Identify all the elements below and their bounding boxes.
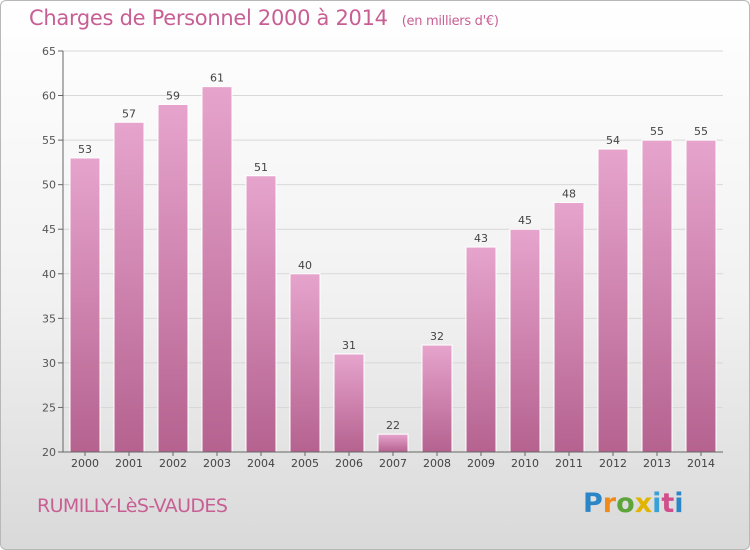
title-text: Charges de Personnel 2000 à 2014 xyxy=(29,6,388,30)
data-label: 43 xyxy=(474,232,488,245)
data-label: 61 xyxy=(210,72,224,85)
y-tick-label: 35 xyxy=(42,312,56,325)
bar-2012 xyxy=(597,148,629,453)
data-label: 55 xyxy=(650,125,664,138)
data-label: 48 xyxy=(562,187,576,200)
bar-2010 xyxy=(509,228,541,453)
x-tick-label: 2012 xyxy=(599,457,627,470)
data-label: 51 xyxy=(254,161,268,174)
logo-letter: o xyxy=(616,488,635,519)
x-tick-label: 2003 xyxy=(203,457,231,470)
logo-letter: i xyxy=(674,488,684,519)
data-label: 53 xyxy=(78,143,92,156)
logo-letter: P xyxy=(583,488,603,519)
data-label: 54 xyxy=(606,134,620,147)
y-tick-label: 45 xyxy=(42,223,56,236)
data-labels: 53 57 59 61 51 40 31 22 32 43 45 48 54 55 55 xyxy=(78,72,708,433)
bar-2004 xyxy=(245,175,277,453)
proxiti-logo: Proxiti xyxy=(583,488,684,519)
x-tick-label: 2013 xyxy=(643,457,671,470)
x-tick-label: 2001 xyxy=(115,457,143,470)
data-label: 31 xyxy=(342,339,356,352)
data-label: 59 xyxy=(166,89,180,102)
x-tick-label: 2011 xyxy=(555,457,583,470)
x-tick-label: 2008 xyxy=(423,457,451,470)
bar-2005 xyxy=(289,273,321,453)
data-label: 40 xyxy=(298,259,312,272)
x-tick-label: 2002 xyxy=(159,457,187,470)
x-tick-label: 2005 xyxy=(291,457,319,470)
data-label: 45 xyxy=(518,214,532,227)
bar-2008 xyxy=(421,344,453,453)
x-tick-label: 2014 xyxy=(687,457,715,470)
bar-2013 xyxy=(641,139,673,453)
data-label: 22 xyxy=(386,419,400,432)
x-tick-label: 2010 xyxy=(511,457,539,470)
bar-2001 xyxy=(113,121,145,453)
logo-letter: r xyxy=(602,488,617,519)
x-tick-label: 2006 xyxy=(335,457,363,470)
logo-letter: t xyxy=(661,488,675,519)
y-tick-label: 20 xyxy=(42,446,56,459)
x-tick-label: 2004 xyxy=(247,457,275,470)
bar-2002 xyxy=(157,103,189,453)
y-tick-label: 65 xyxy=(42,45,56,58)
bar-2007 xyxy=(377,433,409,453)
chart-title: Charges de Personnel 2000 à 2014 (en mill… xyxy=(29,6,499,30)
bars xyxy=(69,86,717,453)
y-tick-label: 30 xyxy=(42,357,56,370)
data-label: 32 xyxy=(430,330,444,343)
bar-2003 xyxy=(201,86,233,453)
y-tick-label: 60 xyxy=(42,90,56,103)
x-tick-label: 2009 xyxy=(467,457,495,470)
bar-2006 xyxy=(333,353,365,453)
bar-2009 xyxy=(465,246,497,453)
y-tick-label: 50 xyxy=(42,179,56,192)
logo-letter: x xyxy=(634,488,653,519)
x-axis-ticks: 2000 2001 2002 2003 2004 2005 2006 2007 2008 2009… xyxy=(71,452,715,470)
data-label: 57 xyxy=(122,107,136,120)
bar-2011 xyxy=(553,201,585,453)
x-tick-label: 2007 xyxy=(379,457,407,470)
bar-2014 xyxy=(685,139,717,453)
y-tick-label: 25 xyxy=(42,401,56,414)
logo-letter: i xyxy=(652,488,662,519)
data-label: 55 xyxy=(694,125,708,138)
x-tick-label: 2000 xyxy=(71,457,99,470)
y-tick-label: 55 xyxy=(42,134,56,147)
chart-subtitle: (en milliers d'€) xyxy=(401,14,499,29)
y-axis-ticks: 20 25 30 35 40 45 50 55 60 65 xyxy=(42,45,63,459)
bar-2000 xyxy=(69,157,101,453)
commune-name: RUMILLY-LèS-VAUDES xyxy=(37,495,228,517)
y-tick-label: 40 xyxy=(42,268,56,281)
